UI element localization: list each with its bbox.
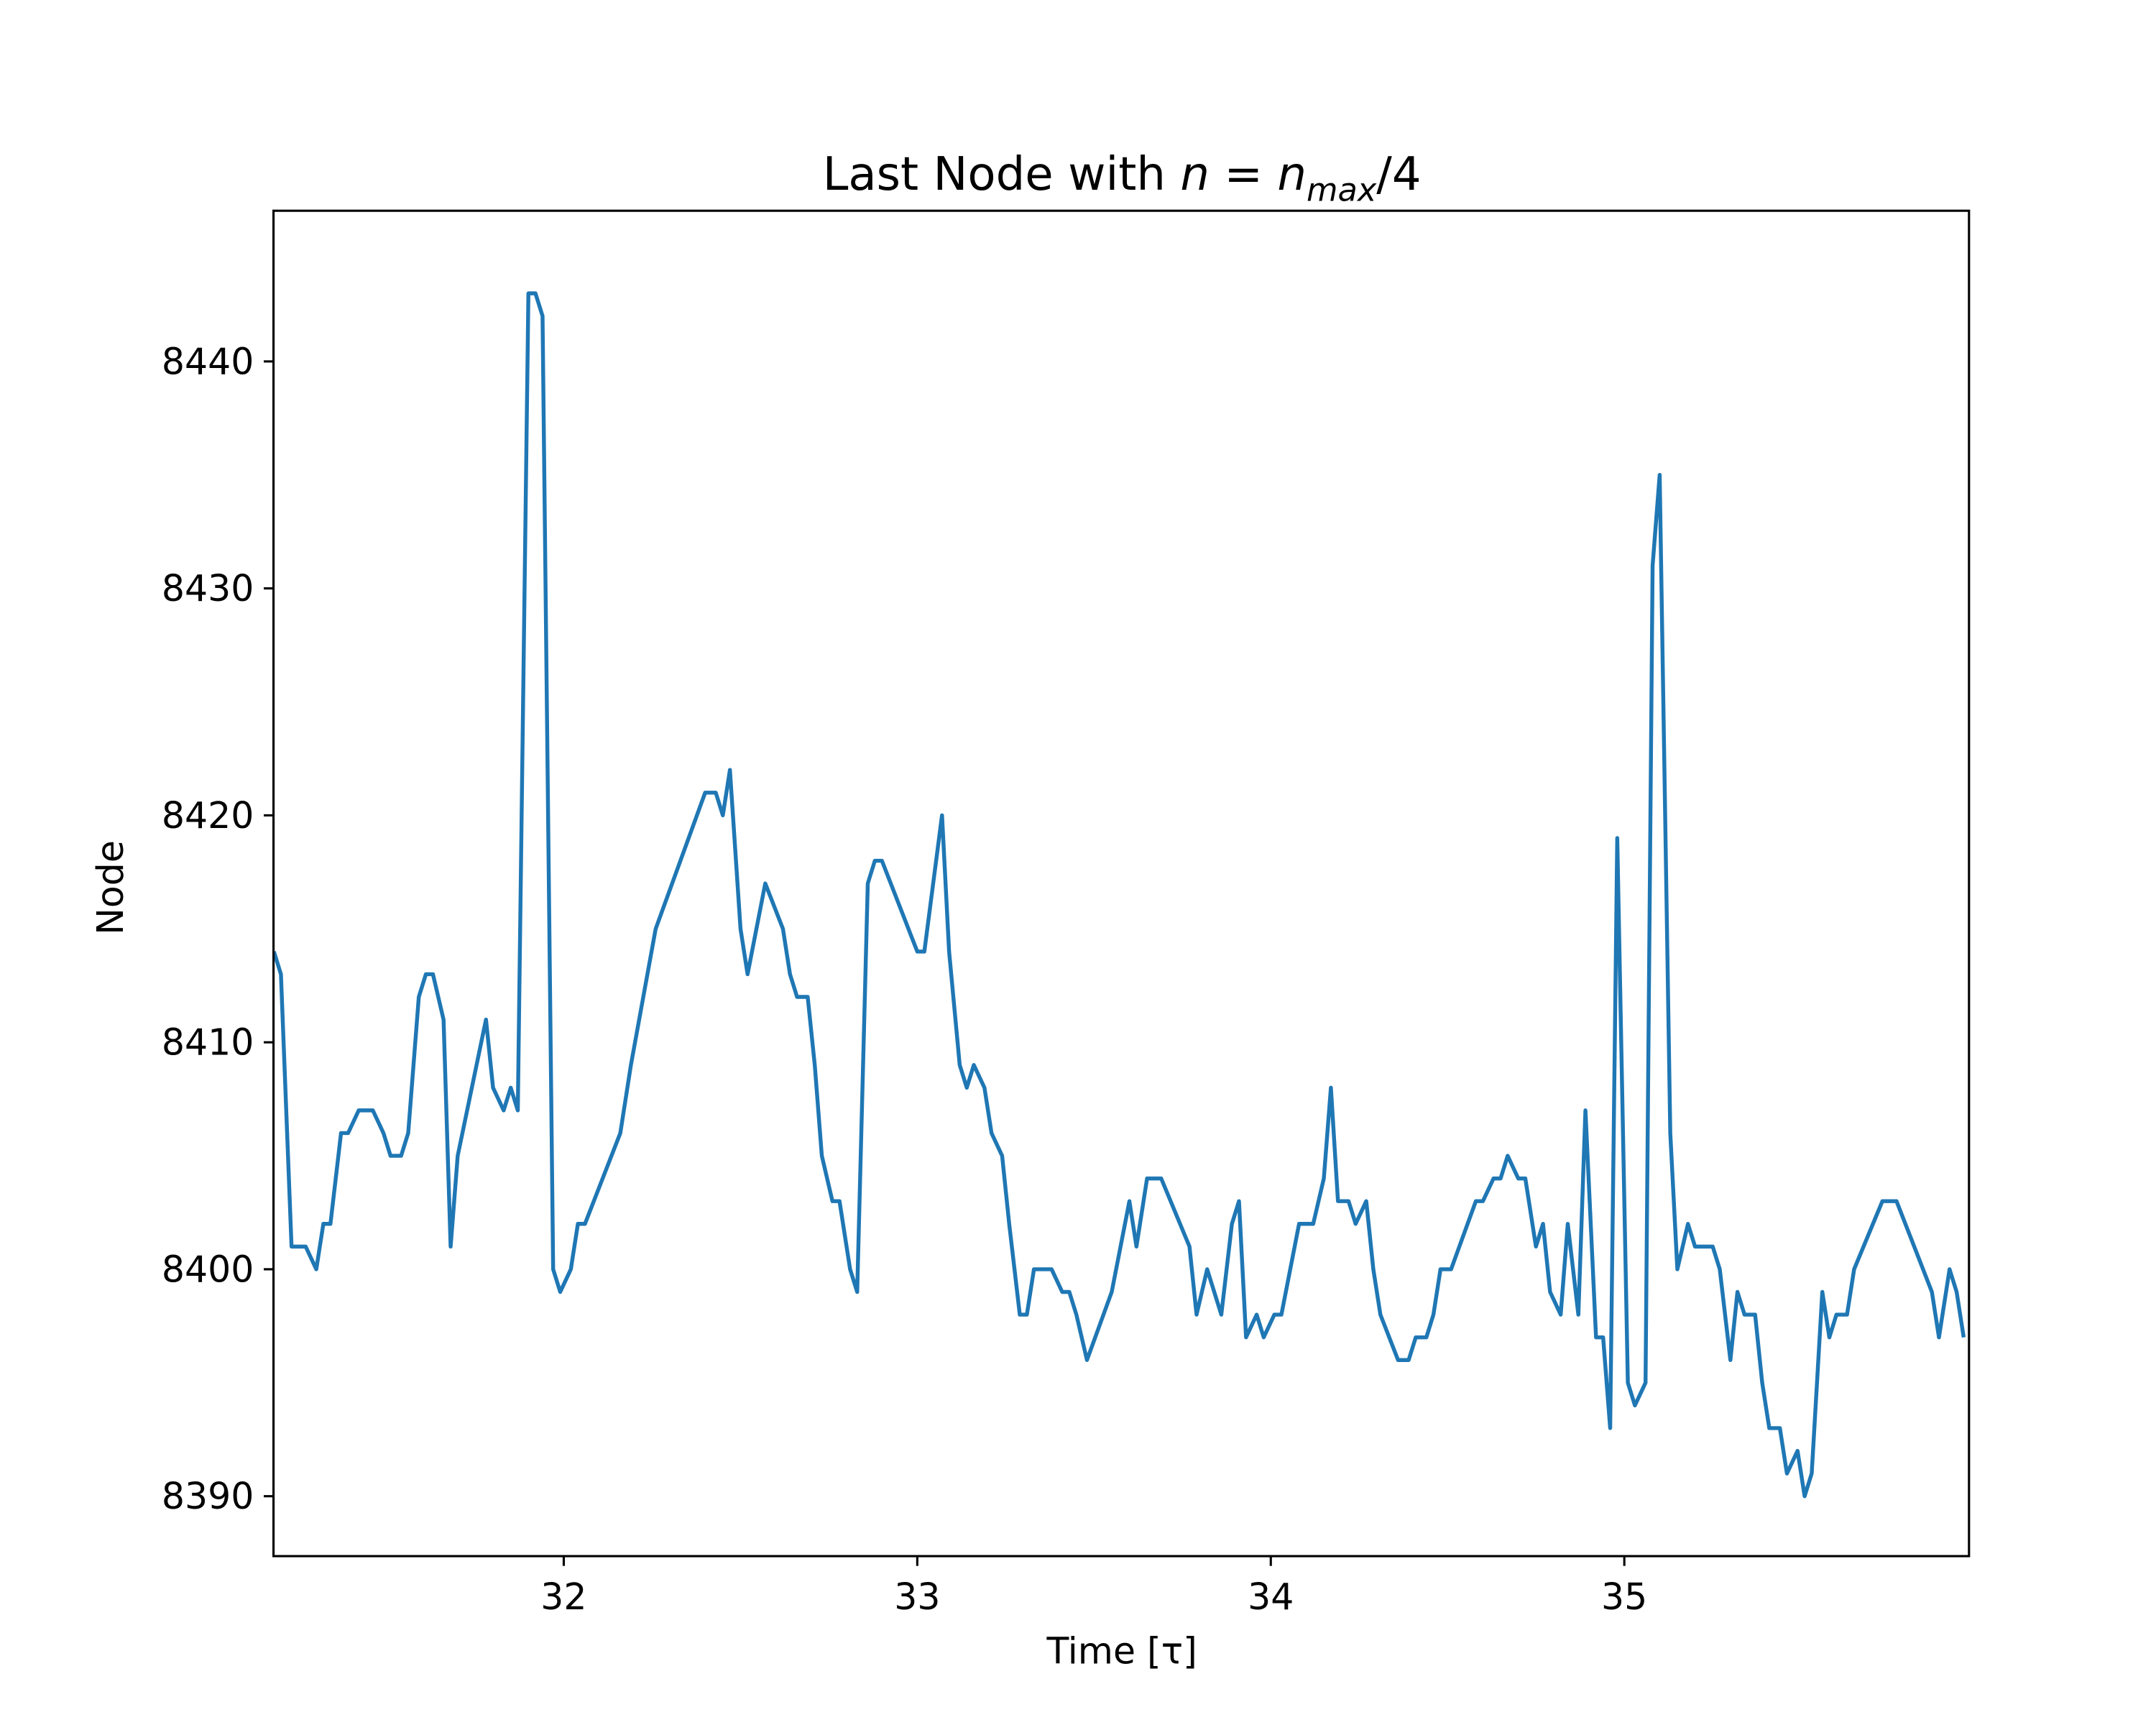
y-tick-label: 8420 bbox=[162, 794, 254, 837]
x-tick-label: 33 bbox=[894, 1576, 940, 1618]
chart-title: Last Node with n = nmax/4 bbox=[823, 148, 1422, 209]
x-tick-label: 32 bbox=[540, 1576, 586, 1618]
x-tick-label: 35 bbox=[1601, 1576, 1647, 1618]
x-tick-label: 34 bbox=[1248, 1576, 1294, 1618]
y-axis-label: Node bbox=[89, 840, 132, 935]
y-tick-label: 8390 bbox=[162, 1475, 254, 1517]
title-subscript: max bbox=[1307, 172, 1377, 209]
title-text: Last Node with bbox=[823, 148, 1166, 201]
data-line bbox=[273, 291, 1966, 1499]
y-tick-label: 8400 bbox=[162, 1248, 254, 1290]
title-math: n = n bbox=[1180, 148, 1307, 201]
y-tick-label: 8430 bbox=[162, 567, 254, 610]
y-tick-label: 8440 bbox=[162, 340, 254, 382]
x-axis-label: Time [τ] bbox=[1046, 1630, 1197, 1673]
y-tick-label: 8410 bbox=[162, 1021, 254, 1064]
title-suffix: /4 bbox=[1376, 148, 1421, 201]
plot-frame bbox=[272, 209, 1971, 1558]
